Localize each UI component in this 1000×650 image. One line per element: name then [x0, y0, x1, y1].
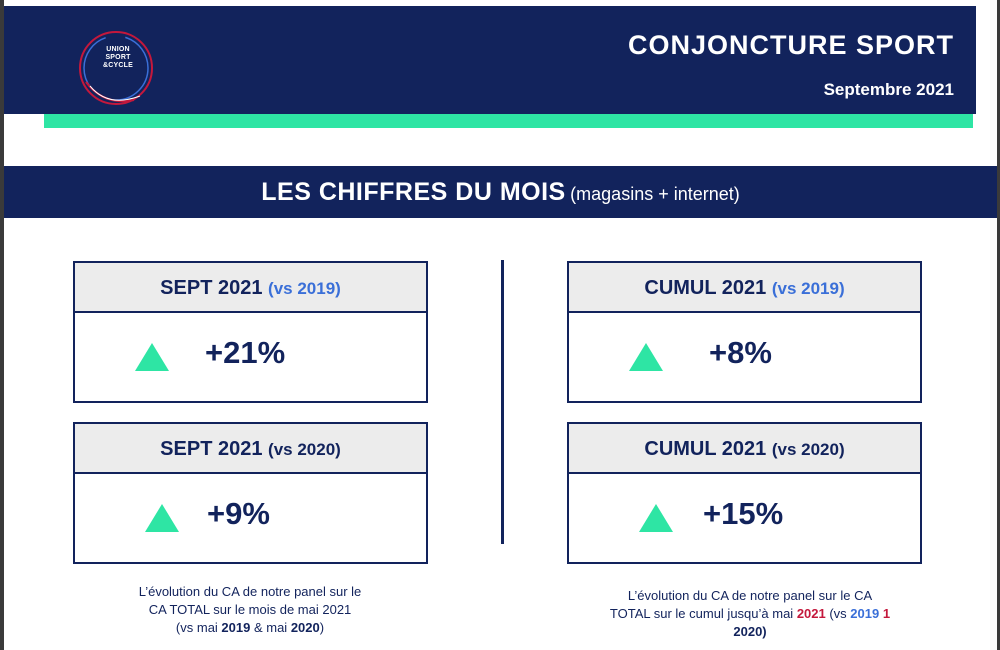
- right-edge-border: [997, 0, 1000, 650]
- section-title: LES CHIFFRES DU MOIS: [261, 178, 566, 206]
- page-title: CONJONCTURE SPORT: [627, 30, 954, 60]
- stat-card-cumul-vs-2020: CUMUL 2021 (vs 2020) +15%: [567, 422, 922, 564]
- stat-card-header: SEPT 2021 (vs 2019): [75, 263, 426, 313]
- stat-card-comparison: (vs 2020): [771, 440, 845, 459]
- stat-card-comparison: (vs 2019): [268, 279, 341, 298]
- stat-card-header: CUMUL 2021 (vs 2019): [569, 263, 920, 313]
- logo-wordmark: UNION SPORT &CYCLE: [103, 46, 133, 69]
- stat-card-cumul-vs-2019: CUMUL 2021 (vs 2019) +8%: [567, 261, 922, 403]
- up-triangle-icon: [639, 504, 673, 532]
- stat-card-sept-vs-2020: SEPT 2021 (vs 2020) +9%: [73, 422, 428, 564]
- footnote-cumulative: L’évolution du CA de notre panel sur le …: [609, 588, 891, 639]
- stat-card-header: CUMUL 2021 (vs 2020): [569, 424, 920, 474]
- header-banner: UNION SPORT &CYCLE CONJONCTURE SPORT Sep…: [4, 6, 976, 114]
- stat-card-comparison: (vs 2020): [268, 440, 341, 459]
- stat-card-sept-vs-2019: SEPT 2021 (vs 2019) +21%: [73, 261, 428, 403]
- stat-card-value: +9%: [207, 496, 270, 531]
- stat-card-body: +21%: [75, 313, 426, 401]
- up-triangle-icon: [145, 504, 179, 532]
- stat-card-value: +8%: [709, 335, 772, 370]
- section-subtitle: (magasins + internet): [570, 184, 740, 204]
- up-triangle-icon: [629, 343, 663, 371]
- page-subtitle: Septembre 2021: [823, 80, 954, 99]
- section-header: LES CHIFFRES DU MOIS (magasins + interne…: [4, 166, 997, 218]
- logo-ring-icon: [79, 31, 153, 105]
- stat-card-label: CUMUL 2021: [644, 438, 767, 460]
- stat-card-header: SEPT 2021 (vs 2020): [75, 424, 426, 474]
- up-triangle-icon: [135, 343, 169, 371]
- stat-card-comparison: (vs 2019): [771, 279, 845, 298]
- stat-card-label: SEPT 2021: [160, 438, 263, 460]
- stat-card-label: SEPT 2021: [160, 277, 263, 299]
- column-divider: [501, 260, 504, 544]
- stat-card-label: CUMUL 2021: [644, 277, 767, 299]
- stat-card-body: +15%: [569, 474, 920, 562]
- stat-card-body: +9%: [75, 474, 426, 562]
- union-sport-cycle-logo: UNION SPORT &CYCLE: [74, 26, 158, 110]
- footnote-monthly: L’évolution du CA de notre panel sur le …: [138, 584, 362, 635]
- stat-card-body: +8%: [569, 313, 920, 401]
- stat-card-value: +15%: [703, 496, 784, 531]
- left-edge-border: [0, 0, 4, 650]
- stat-card-value: +21%: [205, 335, 286, 370]
